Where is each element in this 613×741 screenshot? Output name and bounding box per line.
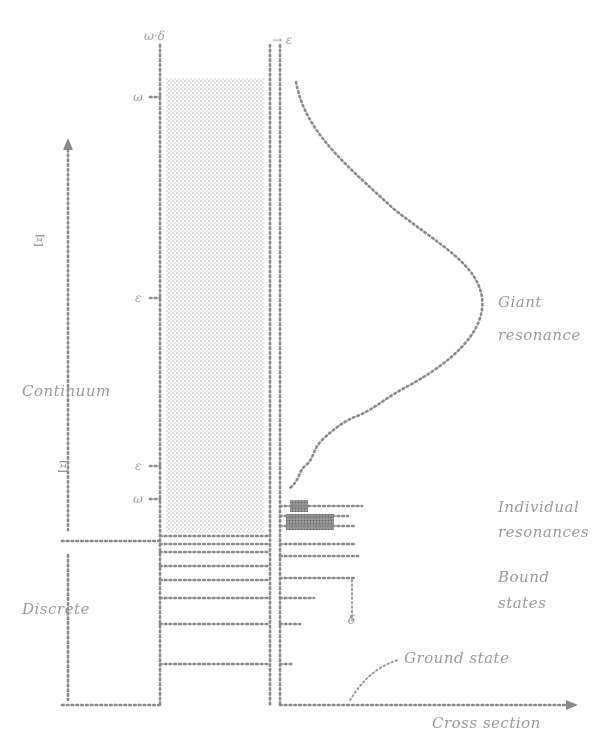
continuum-band [166, 78, 264, 533]
label-giant: Giant [498, 293, 542, 311]
label-ground-state: Ground state [404, 649, 509, 667]
label-discrete: Discrete [21, 600, 90, 618]
discrete-levels [158, 534, 272, 666]
giant-resonance-curve [288, 80, 484, 490]
label-continuum: Continuum [22, 382, 111, 400]
label-states: states [498, 594, 546, 612]
label-individual: Individual [497, 498, 579, 516]
label-resonance: resonance [498, 326, 581, 344]
ground-state-pointer [349, 659, 399, 701]
individual-resonances [278, 500, 364, 530]
label-resonances: resonances [498, 523, 589, 541]
label-region-top: Ξ [33, 232, 45, 250]
axis-top-left-label: ω·δ [144, 29, 165, 43]
bound-mark: δ [348, 613, 355, 627]
bound-state-lines [278, 542, 360, 666]
energy-ticks: ω ε ε ω [133, 90, 162, 506]
arrow-right-icon [566, 700, 578, 710]
energy-tick-label: ω [133, 90, 143, 104]
energy-tick-label: ω [133, 492, 143, 506]
arrow-up-icon [63, 138, 73, 150]
axis-top-right-label: → ε [272, 33, 292, 47]
label-region-mid: Ξ [57, 458, 69, 476]
energy-tick-label: ε [135, 459, 141, 473]
label-bound: Bound [497, 568, 549, 586]
label-cross-section: Cross section [432, 714, 541, 732]
energy-tick-label: ε [135, 291, 141, 305]
